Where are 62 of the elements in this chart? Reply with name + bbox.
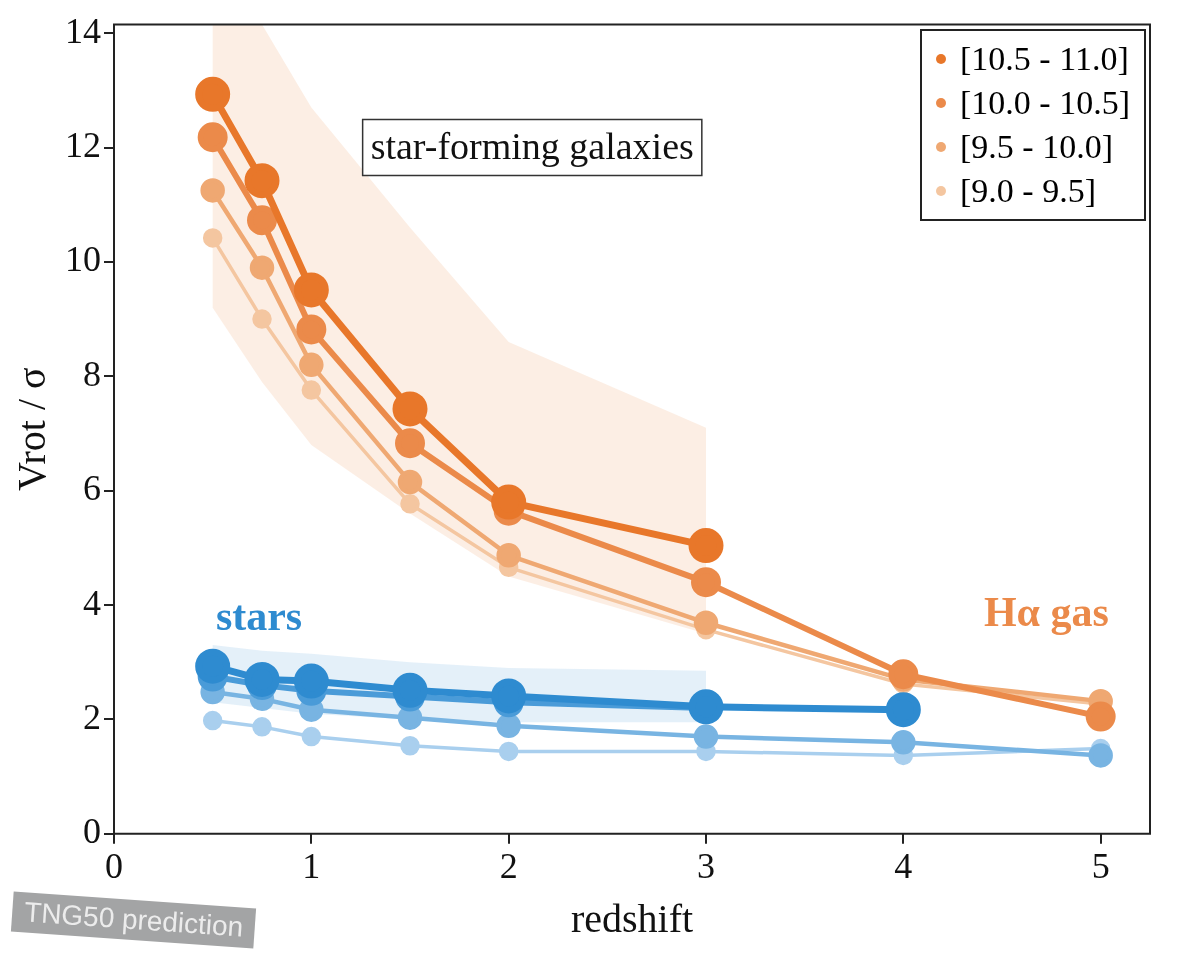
point — [301, 726, 322, 747]
point — [693, 724, 719, 749]
x-tick-label: 5 — [1091, 845, 1110, 886]
x-axis-title: redshift — [570, 895, 694, 941]
y-tick-label: 4 — [83, 582, 101, 623]
point — [244, 661, 280, 697]
point — [400, 735, 420, 756]
legend-label: [10.0 - 10.5] — [960, 82, 1130, 123]
y-tick-label: 14 — [65, 10, 101, 51]
point — [299, 352, 324, 378]
point — [691, 567, 721, 598]
point — [891, 730, 916, 755]
y-tick-label: 10 — [65, 239, 101, 280]
point — [400, 494, 420, 514]
legend-label: [9.5 - 10.0] — [960, 126, 1113, 167]
point — [888, 659, 919, 690]
point — [392, 391, 428, 427]
annotation: Hα gas — [983, 589, 1109, 636]
point — [1085, 701, 1116, 732]
point — [693, 610, 719, 636]
point — [688, 528, 724, 564]
legend-label: [10.5 - 11.0] — [960, 38, 1129, 79]
point — [197, 122, 228, 153]
x-tick-label: 1 — [302, 845, 321, 886]
point — [491, 484, 527, 520]
point — [301, 380, 322, 400]
point — [498, 741, 519, 762]
y-tick-label: 2 — [83, 696, 101, 737]
point — [293, 663, 329, 699]
x-tick-label: 4 — [894, 845, 913, 886]
point — [252, 717, 272, 737]
annotation: stars — [215, 593, 303, 640]
x-tick-label: 3 — [697, 845, 715, 886]
point — [397, 469, 423, 495]
point — [688, 689, 724, 725]
annotation: star-forming galaxies — [370, 124, 694, 167]
point — [252, 309, 272, 329]
point — [496, 713, 521, 738]
point — [202, 228, 223, 248]
y-tick-label: 12 — [65, 125, 101, 166]
point — [1088, 743, 1113, 768]
point — [202, 710, 223, 731]
point — [491, 678, 527, 714]
y-tick-label: 0 — [83, 811, 101, 852]
point — [195, 76, 231, 112]
point — [249, 255, 275, 280]
point — [885, 692, 921, 728]
point — [247, 205, 277, 236]
point — [293, 272, 329, 308]
point — [496, 543, 521, 568]
text: TNG50 prediction — [10, 891, 257, 949]
y-tick-label: 8 — [83, 353, 101, 394]
y-axis-title: Vrot / σ — [8, 367, 54, 491]
point — [195, 648, 231, 684]
x-tick-label: 2 — [499, 845, 518, 886]
legend-label: [9.0 - 9.5] — [960, 170, 1096, 211]
point — [200, 178, 225, 203]
point — [392, 672, 428, 708]
point — [244, 163, 280, 199]
y-tick-label: 6 — [83, 468, 101, 509]
point — [395, 428, 425, 459]
point — [296, 314, 327, 345]
